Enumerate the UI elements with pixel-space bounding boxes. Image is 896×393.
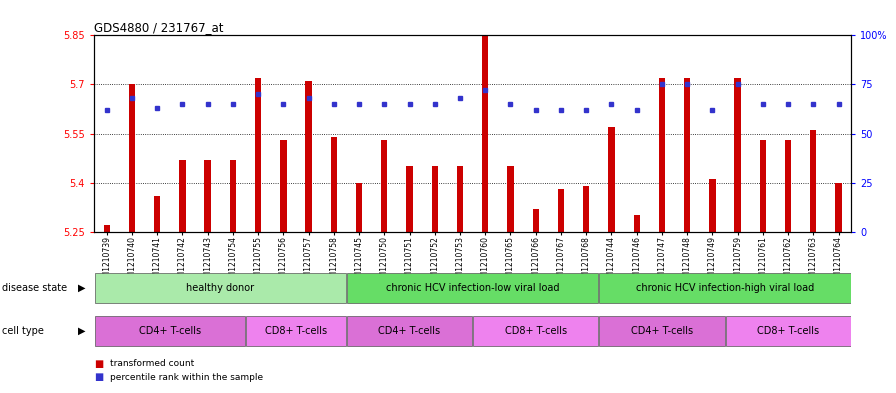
Bar xyxy=(599,273,850,303)
Text: healthy donor: healthy donor xyxy=(186,283,254,293)
Text: GDS4880 / 231767_at: GDS4880 / 231767_at xyxy=(94,21,224,34)
Bar xyxy=(246,316,346,346)
Bar xyxy=(407,166,413,232)
Text: CD4+ T-cells: CD4+ T-cells xyxy=(378,326,441,336)
Text: disease state: disease state xyxy=(2,283,67,293)
Bar xyxy=(726,316,850,346)
Bar xyxy=(583,186,590,232)
Text: CD4+ T-cells: CD4+ T-cells xyxy=(139,326,201,336)
Bar xyxy=(347,316,472,346)
Bar xyxy=(95,273,346,303)
Bar xyxy=(129,84,135,232)
Bar xyxy=(785,140,791,232)
Bar xyxy=(457,166,463,232)
Text: CD8+ T-cells: CD8+ T-cells xyxy=(757,326,819,336)
Bar xyxy=(154,196,160,232)
Bar xyxy=(735,78,741,232)
Bar xyxy=(835,183,841,232)
Bar xyxy=(104,225,110,232)
Bar xyxy=(684,78,690,232)
Bar xyxy=(381,140,387,232)
Text: ▶: ▶ xyxy=(78,283,85,293)
Bar xyxy=(95,316,245,346)
Text: chronic HCV infection-low viral load: chronic HCV infection-low viral load xyxy=(386,283,559,293)
Bar xyxy=(204,160,211,232)
Bar xyxy=(710,180,716,232)
Bar xyxy=(760,140,766,232)
Bar xyxy=(432,166,438,232)
Bar xyxy=(558,189,564,232)
Text: percentile rank within the sample: percentile rank within the sample xyxy=(110,373,263,382)
Text: transformed count: transformed count xyxy=(110,359,194,368)
Text: CD8+ T-cells: CD8+ T-cells xyxy=(504,326,567,336)
Bar xyxy=(356,183,362,232)
Bar xyxy=(599,316,725,346)
Bar xyxy=(179,160,185,232)
Bar xyxy=(532,209,538,232)
Bar xyxy=(255,78,262,232)
Bar xyxy=(306,81,312,232)
Text: ■: ■ xyxy=(94,372,103,382)
Text: ■: ■ xyxy=(94,358,103,369)
Text: ▶: ▶ xyxy=(78,326,85,336)
Bar xyxy=(280,140,287,232)
Bar xyxy=(482,35,488,232)
Bar xyxy=(331,137,337,232)
Bar xyxy=(659,78,665,232)
Text: CD8+ T-cells: CD8+ T-cells xyxy=(265,326,327,336)
Bar xyxy=(608,127,615,232)
Bar xyxy=(347,273,599,303)
Text: cell type: cell type xyxy=(2,326,44,336)
Bar xyxy=(507,166,513,232)
Bar xyxy=(229,160,236,232)
Bar xyxy=(633,215,640,232)
Text: chronic HCV infection-high viral load: chronic HCV infection-high viral load xyxy=(636,283,814,293)
Text: CD4+ T-cells: CD4+ T-cells xyxy=(631,326,693,336)
Bar xyxy=(473,316,599,346)
Bar xyxy=(810,130,816,232)
